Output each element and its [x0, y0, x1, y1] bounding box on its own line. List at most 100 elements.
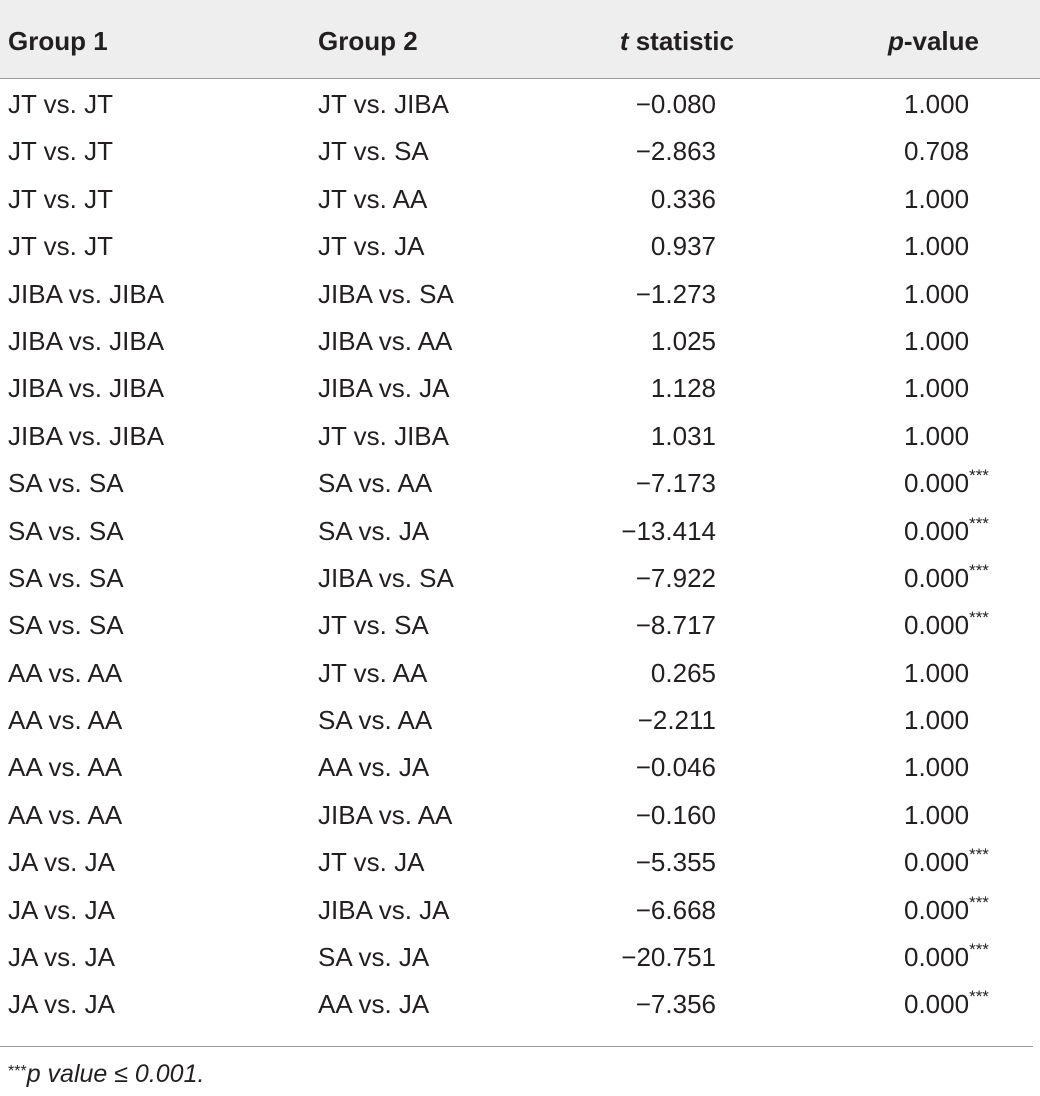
table-row: JIBA vs. JIBA JIBA vs. JA 1.128 1.000	[0, 363, 1040, 410]
cell-p-value: 0.000***	[904, 608, 989, 642]
table-body: JT vs. JT JT vs. JIBA −0.080 1.000 JT vs. JT…	[0, 79, 1040, 1027]
header-t-text: statistic	[628, 26, 734, 56]
table-row: AA vs. AA JT vs. AA 0.265 1.000	[0, 648, 1040, 695]
header-group-1: Group 1	[8, 26, 108, 56]
table-row: JIBA vs. JIBA JT vs. JIBA 1.031 1.000	[0, 411, 1040, 458]
cell-t-statistic: −2.863	[635, 136, 716, 167]
cell-p-value: 0.000***	[904, 940, 989, 974]
cell-t-statistic: −0.160	[635, 799, 716, 830]
cell-t-statistic: −7.922	[635, 562, 716, 593]
cell-p-value: 1.000	[904, 419, 969, 453]
p-value-number: 1.000	[904, 183, 970, 214]
footnote-text: p value ≤ 0.001.	[26, 1060, 205, 1088]
cell-p-value: 1.000	[904, 87, 969, 121]
cell-group-2: JT vs. SA	[318, 610, 429, 641]
p-value-number: 1.000	[904, 705, 970, 736]
p-value-number: 1.000	[904, 278, 970, 309]
p-value-number: 0.000	[904, 847, 970, 878]
cell-p-value: 1.000	[904, 750, 969, 784]
header-t-symbol: t	[619, 26, 629, 56]
cell-t-statistic: −8.717	[635, 610, 716, 641]
cell-t-statistic: 1.128	[650, 373, 716, 404]
header-group-2: Group 2	[318, 26, 418, 56]
cell-group-1: JA vs. JA	[8, 894, 115, 925]
p-value-number: 0.000	[904, 894, 970, 925]
cell-t-statistic: −0.046	[635, 752, 716, 783]
cell-group-2: JIBA vs. SA	[318, 278, 454, 309]
table-row: JIBA vs. JIBA JIBA vs. SA −1.273 1.000	[0, 269, 1040, 316]
cell-t-statistic: −2.211	[637, 705, 716, 736]
cell-group-2: JT vs. AA	[318, 183, 428, 214]
table-row: SA vs. SA SA vs. AA −7.173 0.000***	[0, 458, 1040, 505]
header-p-symbol: p	[887, 26, 904, 56]
cell-t-statistic: 0.265	[650, 657, 716, 688]
cell-group-2: JIBA vs. JA	[318, 373, 450, 404]
p-value-number: 1.000	[904, 657, 970, 688]
table-row: JT vs. JT JT vs. JA 0.937 1.000	[0, 221, 1040, 268]
cell-group-1: SA vs. SA	[8, 610, 124, 641]
cell-group-1: AA vs. AA	[8, 657, 123, 688]
cell-group-1: JT vs. JT	[8, 89, 113, 119]
cell-group-2: JIBA vs. AA	[318, 799, 453, 830]
cell-t-statistic: 1.031	[650, 420, 716, 451]
cell-t-statistic: −7.356	[635, 989, 716, 1020]
cell-group-2: SA vs. JA	[318, 515, 430, 546]
cell-p-value: 0.000***	[904, 845, 989, 879]
p-value-number: 1.000	[904, 373, 970, 404]
p-value-number: 0.000	[904, 989, 970, 1020]
cell-p-value: 1.000	[904, 656, 969, 690]
cell-group-1: AA vs. AA	[8, 799, 123, 830]
cell-t-statistic: −7.173	[635, 468, 716, 499]
cell-t-statistic: 0.336	[650, 183, 716, 214]
cell-group-1: JIBA vs. JIBA	[8, 278, 165, 309]
cell-t-statistic: −1.273	[635, 278, 716, 309]
p-value-number: 0.000	[904, 468, 970, 499]
p-value-number: 1.000	[904, 799, 970, 830]
cell-group-2: JT vs. SA	[318, 136, 429, 167]
table-row: SA vs. SA JIBA vs. SA −7.922 0.000***	[0, 553, 1040, 600]
cell-t-statistic: 1.025	[650, 325, 716, 356]
header-p-text: -value	[903, 26, 979, 56]
cell-group-1: JA vs. JA	[8, 989, 115, 1020]
table-header-row: Group 1 Group 2 t statistic p-value	[0, 0, 1040, 79]
table-row: JT vs. JT JT vs. AA 0.336 1.000	[0, 174, 1040, 221]
significance-marker: ***	[969, 845, 989, 865]
p-value-number: 1.000	[904, 325, 970, 356]
cell-p-value: 1.000	[904, 703, 969, 737]
cell-p-value: 1.000	[904, 324, 969, 358]
p-value-number: 0.000	[904, 562, 970, 593]
table-row: JA vs. JA SA vs. JA −20.751 0.000***	[0, 932, 1040, 979]
cell-group-1: AA vs. AA	[8, 705, 123, 736]
cell-group-1: JT vs. JT	[8, 136, 113, 167]
results-table: Group 1 Group 2 t statistic p-value JT v…	[0, 0, 1040, 1027]
cell-p-value: 0.000***	[904, 561, 989, 595]
significance-marker: ***	[969, 560, 989, 580]
table-row: JIBA vs. JIBA JIBA vs. AA 1.025 1.000	[0, 316, 1040, 363]
cell-group-2: JT vs. JIBA	[318, 89, 449, 119]
cell-group-2: JIBA vs. SA	[318, 562, 454, 593]
p-value-number: 1.000	[904, 752, 970, 783]
p-value-number: 1.000	[904, 231, 970, 262]
cell-group-1: JIBA vs. JIBA	[8, 420, 165, 451]
cell-group-1: JT vs. JT	[8, 183, 113, 214]
footnote-marker: ***	[8, 1063, 27, 1080]
cell-group-2: AA vs. JA	[318, 752, 430, 783]
table-row: JT vs. JT JT vs. JIBA −0.080 1.000	[0, 79, 1040, 126]
table-bottom-rule	[0, 1046, 1033, 1047]
cell-group-2: JT vs. JA	[318, 847, 425, 878]
cell-group-1: JT vs. JT	[8, 231, 113, 262]
p-value-number: 1.000	[904, 89, 970, 119]
table-row: JA vs. JA JIBA vs. JA −6.668 0.000***	[0, 885, 1040, 932]
cell-p-value: 1.000	[904, 277, 969, 311]
cell-group-2: SA vs. JA	[318, 942, 430, 973]
cell-p-value: 1.000	[904, 371, 969, 405]
significance-marker: ***	[969, 608, 989, 628]
p-value-number: 0.000	[904, 610, 970, 641]
significance-marker: ***	[969, 940, 989, 960]
cell-group-2: JT vs. JIBA	[318, 420, 449, 451]
table-footnote: ***p value ≤ 0.001.	[8, 1058, 204, 1090]
cell-group-2: JIBA vs. JA	[318, 894, 450, 925]
cell-group-1: SA vs. SA	[8, 562, 124, 593]
cell-p-value: 0.708	[904, 134, 969, 168]
header-p-value: p-value	[888, 24, 979, 58]
